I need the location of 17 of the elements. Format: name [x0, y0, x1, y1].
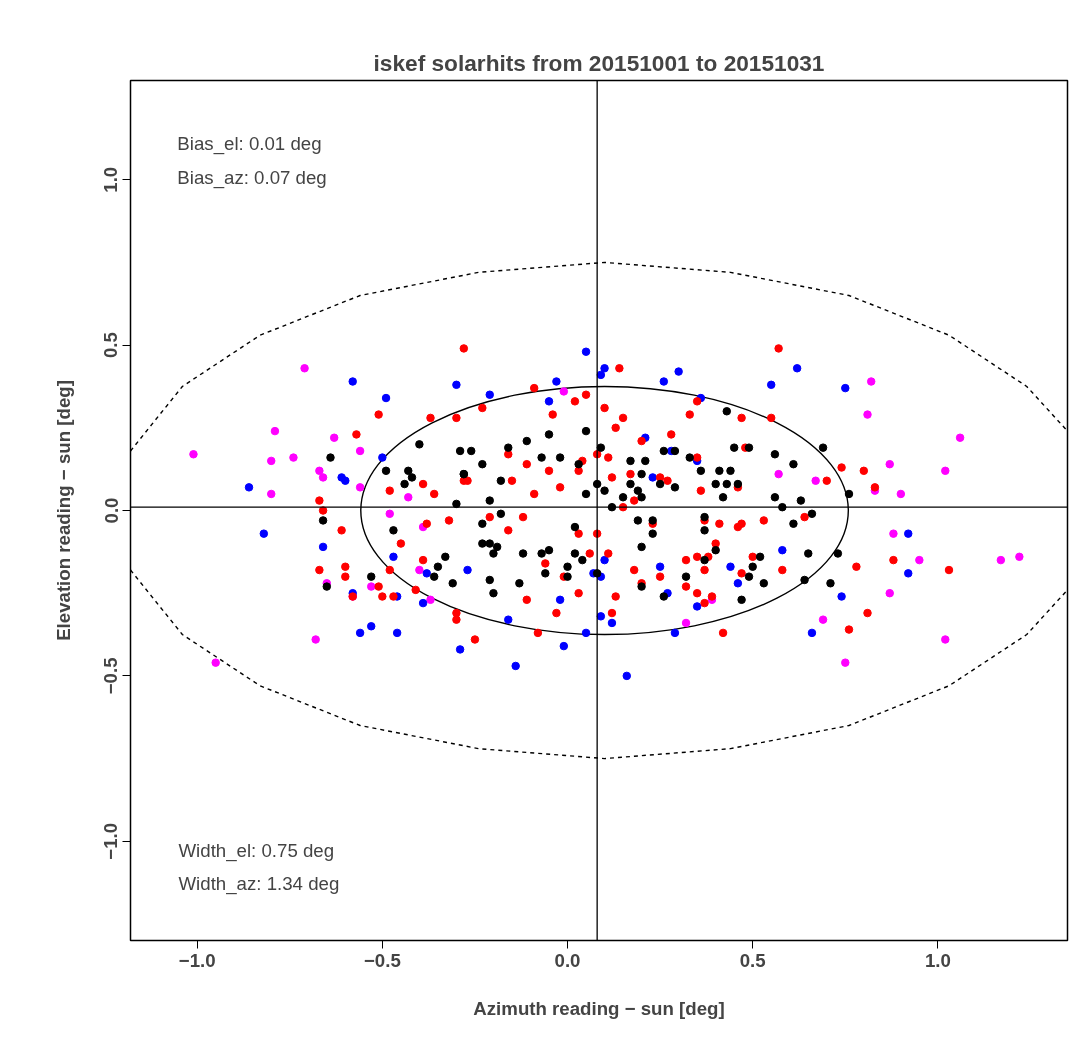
chart-title: iskef solarhits from 20151001 to 20151031	[373, 49, 825, 76]
x-axis-title: Azimuth reading − sun [deg]	[473, 997, 725, 1019]
annotation: Width_az: 1.34 deg	[178, 872, 340, 895]
y-tick-label: −0.5	[100, 657, 122, 695]
y-tick-label: 0.0	[100, 497, 122, 524]
y-tick-label: 0.5	[100, 332, 122, 359]
x-tick-label: −0.5	[363, 949, 401, 971]
annotation: Width_el: 0.75 deg	[178, 839, 335, 862]
annotation: Bias_el: 0.01 deg	[177, 132, 322, 155]
y-tick-label: −1.0	[100, 822, 122, 860]
y-axis-title: Elevation reading − sun [deg]	[52, 380, 74, 641]
x-tick-label: −1.0	[178, 949, 216, 971]
annotation: Bias_az: 0.07 deg	[177, 167, 327, 189]
y-tick-label: 1.0	[100, 166, 122, 193]
x-tick-label: 1.0	[924, 949, 951, 971]
x-tick-label: 0.5	[739, 949, 766, 971]
x-tick-label: 0.0	[554, 949, 581, 971]
